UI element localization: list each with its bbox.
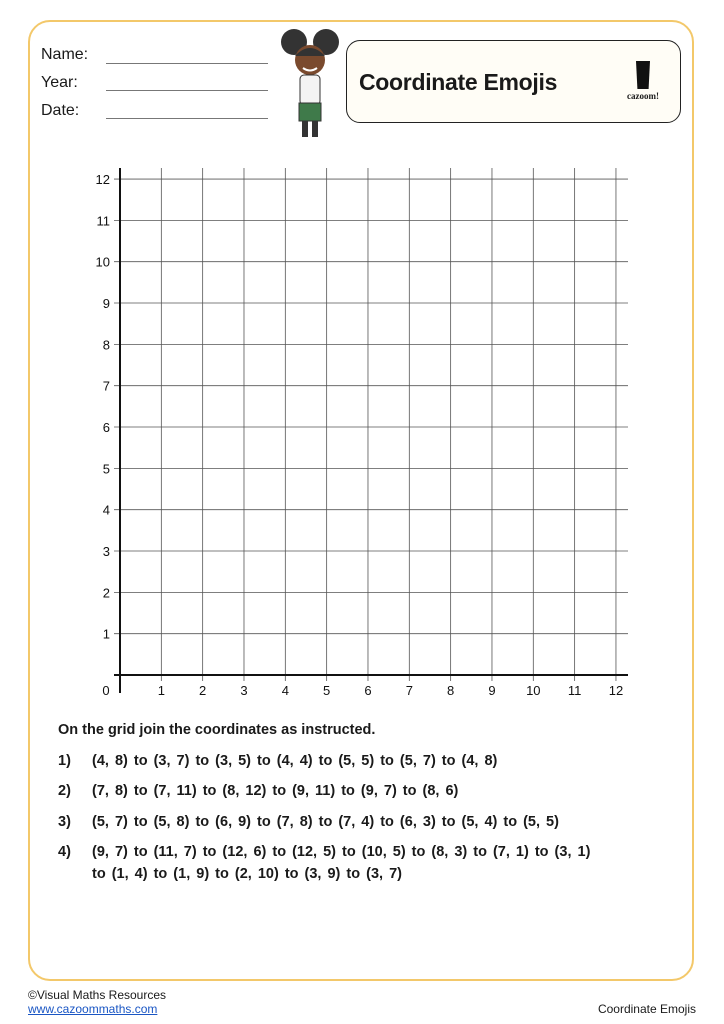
x-tick-label: 0: [102, 683, 109, 698]
footer-title: Coordinate Emojis: [597, 1002, 696, 1016]
name-label: Name:: [41, 46, 89, 63]
x-tick-label: 2: [199, 683, 206, 698]
logo-text: cazoom!: [627, 91, 659, 101]
cup-icon: [636, 61, 650, 89]
x-tick-label: 11: [568, 683, 582, 698]
question-4-continuation: to (1, 4) to (1, 9) to (2, 10) to (3, 9)…: [92, 866, 402, 882]
x-tick-label: 3: [240, 683, 247, 698]
y-tick-label: 9: [103, 296, 110, 311]
y-tick-label: 12: [96, 172, 110, 187]
question-text: (4, 8) to (3, 7) to (3, 5) to (4, 4) to …: [92, 753, 498, 769]
name-line[interactable]: [106, 63, 268, 64]
question-3: 3) (5, 7) to (5, 8) to (6, 9) to (7, 8) t…: [58, 814, 559, 830]
date-line[interactable]: [106, 118, 268, 119]
website-link[interactable]: www.cazoommaths.com: [28, 1002, 158, 1016]
y-tick-label: 7: [103, 379, 110, 394]
y-tick-label: 6: [103, 420, 110, 435]
x-tick-label: 1: [158, 683, 165, 698]
x-tick-label: 7: [406, 683, 413, 698]
girl-mascot-illustration: [281, 29, 339, 137]
y-tick-label: 11: [97, 213, 111, 228]
date-label: Date:: [41, 102, 80, 119]
x-tick-label: 6: [364, 683, 371, 698]
question-text: (5, 7) to (5, 8) to (6, 9) to (7, 8) to …: [92, 814, 559, 830]
x-tick-label: 12: [609, 683, 623, 698]
worksheet-title: Coordinate Emojis: [359, 69, 558, 95]
y-tick-label: 3: [103, 544, 110, 559]
question-2: 2) (7, 8) to (7, 11) to (8, 12) to (9, 11…: [58, 783, 458, 799]
y-tick-label: 1: [103, 627, 110, 642]
y-tick-label: 10: [96, 255, 110, 270]
year-line[interactable]: [106, 90, 268, 91]
cazoom-logo: cazoom!: [620, 61, 666, 101]
year-label: Year:: [41, 74, 78, 91]
question-number: 1): [58, 753, 71, 769]
question-1: 1) (4, 8) to (3, 7) to (3, 5) to (4, 4) t…: [58, 753, 497, 769]
y-tick-label: 4: [103, 503, 110, 518]
title-box: Coordinate Emojis cazoom!: [346, 40, 681, 123]
question-text: (7, 8) to (7, 11) to (8, 12) to (9, 11) …: [92, 783, 459, 799]
x-tick-label: 8: [447, 683, 454, 698]
question-number: 2): [58, 783, 71, 799]
y-tick-label: 5: [103, 461, 110, 476]
page-border: [28, 20, 694, 981]
x-tick-label: 10: [526, 683, 540, 698]
question-4: 4) (9, 7) to (11, 7) to (12, 6) to (12, 5…: [58, 844, 590, 860]
question-number: 4): [58, 844, 71, 860]
question-text: (9, 7) to (11, 7) to (12, 6) to (12, 5) …: [92, 844, 591, 860]
question-number: 3): [58, 814, 71, 830]
instructions: On the grid join the coordinates as inst…: [58, 722, 376, 738]
x-tick-label: 9: [488, 683, 495, 698]
y-tick-label: 8: [103, 337, 110, 352]
copyright: ©Visual Maths Resources: [28, 988, 167, 1002]
x-tick-label: 4: [282, 683, 289, 698]
y-tick-label: 2: [103, 585, 110, 600]
x-tick-label: 5: [323, 683, 330, 698]
